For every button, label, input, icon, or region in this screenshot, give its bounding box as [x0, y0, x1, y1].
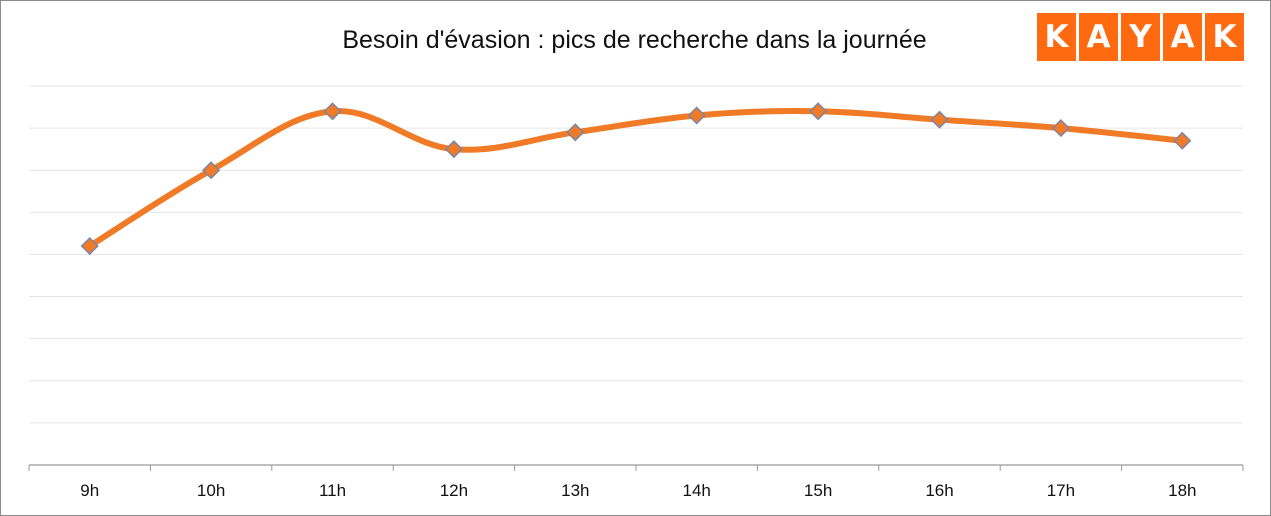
x-tick-label: 17h — [1047, 481, 1075, 500]
data-point-marker — [930, 110, 949, 129]
logo-letter-k2: K — [1205, 13, 1244, 61]
chart-title: Besoin d'évasion : pics de recherche dan… — [0, 26, 1271, 55]
data-point-marker — [444, 140, 463, 159]
data-point-marker — [323, 102, 342, 121]
kayak-logo: K A Y A K — [1037, 13, 1244, 61]
logo-letter-a1: A — [1079, 13, 1118, 61]
data-point-marker — [687, 106, 706, 125]
x-tick-label: 14h — [683, 481, 711, 500]
data-point-marker — [809, 102, 828, 121]
logo-letter-a2: A — [1163, 13, 1202, 61]
x-tick-label: 13h — [561, 481, 589, 500]
x-tick-label: 18h — [1168, 481, 1196, 500]
data-point-marker — [566, 123, 585, 142]
x-tick-label: 9h — [80, 481, 99, 500]
data-point-marker — [1173, 131, 1192, 150]
x-tick-label: 11h — [319, 481, 346, 500]
x-tick-label: 15h — [804, 481, 832, 500]
x-tick-label: 12h — [440, 481, 468, 500]
x-tick-label: 16h — [925, 481, 953, 500]
data-point-marker — [202, 161, 221, 180]
data-point-marker — [1051, 119, 1070, 138]
data-point-marker — [80, 236, 99, 256]
logo-letter-k1: K — [1037, 13, 1076, 61]
chart-title-text: Besoin d'évasion : pics de recherche dan… — [342, 26, 927, 54]
series-line — [86, 108, 1186, 250]
x-tick-label: 10h — [197, 481, 225, 500]
logo-letter-y: Y — [1121, 13, 1160, 61]
